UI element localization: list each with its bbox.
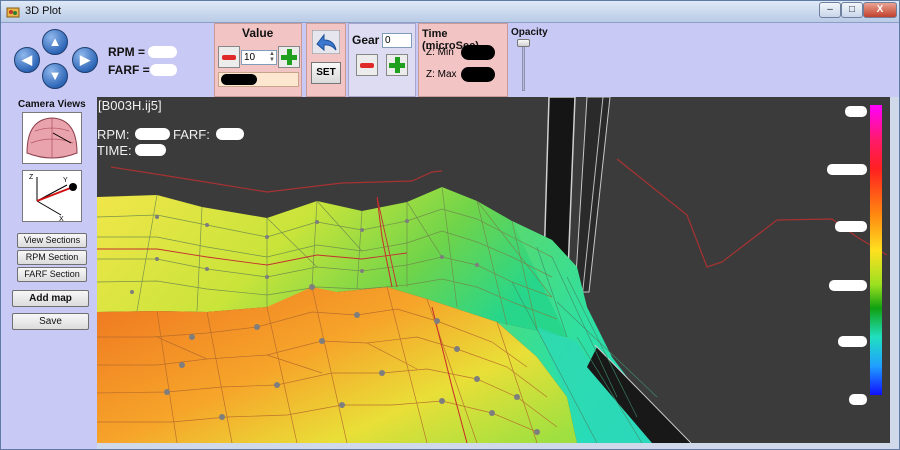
rpm-section-button[interactable]: RPM Section (17, 250, 87, 265)
svg-text:Z: Z (29, 174, 34, 181)
gear-minus-button[interactable] (356, 54, 378, 76)
color-scale-bar (870, 105, 882, 395)
app-icon (6, 7, 20, 18)
value-plus-button[interactable] (278, 46, 300, 68)
value-title: Value (242, 26, 274, 40)
value-panel: Value 10 ▲ ▼ (214, 23, 302, 97)
viewport-farf-redacted (216, 128, 244, 140)
viewport-rpm-redacted (135, 128, 170, 140)
farf-value-redacted (150, 64, 177, 76)
left-panel: Camera Views Z X Y View Sections RPM Sec… (1, 97, 97, 449)
opacity-slider-track[interactable] (522, 41, 525, 91)
value-spinner[interactable]: 10 ▲ ▼ (241, 50, 277, 65)
spinner-arrows-icon[interactable]: ▲ ▼ (269, 51, 275, 63)
opacity-label: Opacity (511, 27, 548, 38)
file-label: [B003H.ij5] (98, 98, 162, 113)
camera-dome-button[interactable] (22, 112, 82, 164)
zmax-input[interactable] (461, 67, 495, 82)
arrow-right-icon[interactable]: ▶ (72, 47, 98, 73)
camera-views-label: Camera Views (18, 99, 86, 110)
gear-input[interactable]: 0 (382, 33, 412, 48)
arrow-up-icon[interactable]: ▲ (42, 29, 68, 55)
gear-label: Gear (352, 33, 380, 47)
farf-label: FARF = (108, 63, 150, 77)
farf-section-button[interactable]: FARF Section (17, 267, 87, 282)
gear-panel: Gear 0 (348, 23, 416, 97)
value-minus-button[interactable] (218, 46, 240, 68)
title-bar[interactable]: 3D Plot – □ X (1, 1, 899, 23)
view-sections-button[interactable]: View Sections (17, 233, 87, 248)
arrow-left-icon[interactable]: ◀ (14, 47, 40, 73)
value-field[interactable] (218, 72, 299, 87)
viewport-farf-label: FARF: (173, 127, 210, 142)
gear-plus-button[interactable] (386, 54, 408, 76)
add-map-button[interactable]: Add map (12, 290, 89, 307)
viewport-rpm-label: RPM: (97, 127, 130, 142)
viewport-time-label: TIME: (97, 143, 132, 158)
zmin-label: Z: Min (426, 47, 454, 58)
surface-plot[interactable] (97, 97, 890, 443)
set-panel: SET (306, 23, 346, 97)
opacity-slider-thumb[interactable] (517, 39, 530, 47)
maximize-button[interactable]: □ (841, 2, 863, 18)
axis-view-button[interactable]: Z X Y (22, 170, 82, 223)
undo-arrow-icon[interactable] (312, 30, 340, 54)
svg-text:X: X (59, 216, 64, 221)
rpm-value-redacted (148, 46, 177, 58)
plot-viewport[interactable]: [B003H.ij5] RPM: FARF: TIME: (97, 97, 890, 443)
window-title: 3D Plot (25, 5, 62, 17)
close-button[interactable]: X (863, 2, 897, 18)
save-button[interactable]: Save (12, 313, 89, 330)
zmin-input[interactable] (461, 45, 495, 60)
arrow-down-icon[interactable]: ▼ (42, 63, 68, 89)
value-spinner-text: 10 (244, 52, 256, 63)
axis-icon: Z X Y (29, 174, 77, 223)
time-panel: Time (microSec) Z: Min Z: Max (418, 23, 508, 97)
viewport-time-redacted (135, 144, 166, 156)
svg-text:Y: Y (63, 177, 68, 184)
set-button[interactable]: SET (311, 62, 341, 84)
camera-dome-icon (26, 117, 78, 159)
value-field-redacted (221, 74, 257, 85)
zmax-label: Z: Max (426, 69, 457, 80)
toolbar: ▲ ◀ ▶ ▼ RPM = FARF = Value 10 ▲ ▼ (1, 23, 899, 97)
rpm-label: RPM = (108, 45, 146, 59)
minimize-button[interactable]: – (819, 2, 841, 18)
